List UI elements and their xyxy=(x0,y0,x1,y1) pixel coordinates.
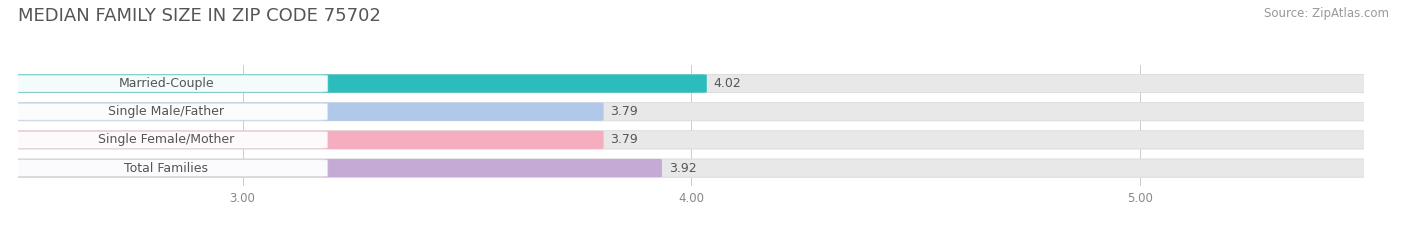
FancyBboxPatch shape xyxy=(11,74,707,93)
FancyBboxPatch shape xyxy=(11,131,1371,149)
FancyBboxPatch shape xyxy=(11,159,662,177)
Text: MEDIAN FAMILY SIZE IN ZIP CODE 75702: MEDIAN FAMILY SIZE IN ZIP CODE 75702 xyxy=(18,7,381,25)
Text: Married-Couple: Married-Couple xyxy=(118,77,214,90)
FancyBboxPatch shape xyxy=(4,131,328,148)
FancyBboxPatch shape xyxy=(4,160,328,177)
FancyBboxPatch shape xyxy=(11,103,603,121)
Text: 3.79: 3.79 xyxy=(610,105,638,118)
FancyBboxPatch shape xyxy=(4,103,328,120)
Text: Single Male/Father: Single Male/Father xyxy=(108,105,225,118)
FancyBboxPatch shape xyxy=(11,74,1371,93)
FancyBboxPatch shape xyxy=(11,159,1371,177)
Text: Single Female/Mother: Single Female/Mother xyxy=(98,134,235,146)
Text: 3.92: 3.92 xyxy=(669,161,696,175)
Text: Source: ZipAtlas.com: Source: ZipAtlas.com xyxy=(1264,7,1389,20)
FancyBboxPatch shape xyxy=(4,75,328,92)
Text: Total Families: Total Families xyxy=(124,161,208,175)
Text: 3.79: 3.79 xyxy=(610,134,638,146)
FancyBboxPatch shape xyxy=(11,103,1371,121)
FancyBboxPatch shape xyxy=(11,131,603,149)
Text: 4.02: 4.02 xyxy=(713,77,741,90)
